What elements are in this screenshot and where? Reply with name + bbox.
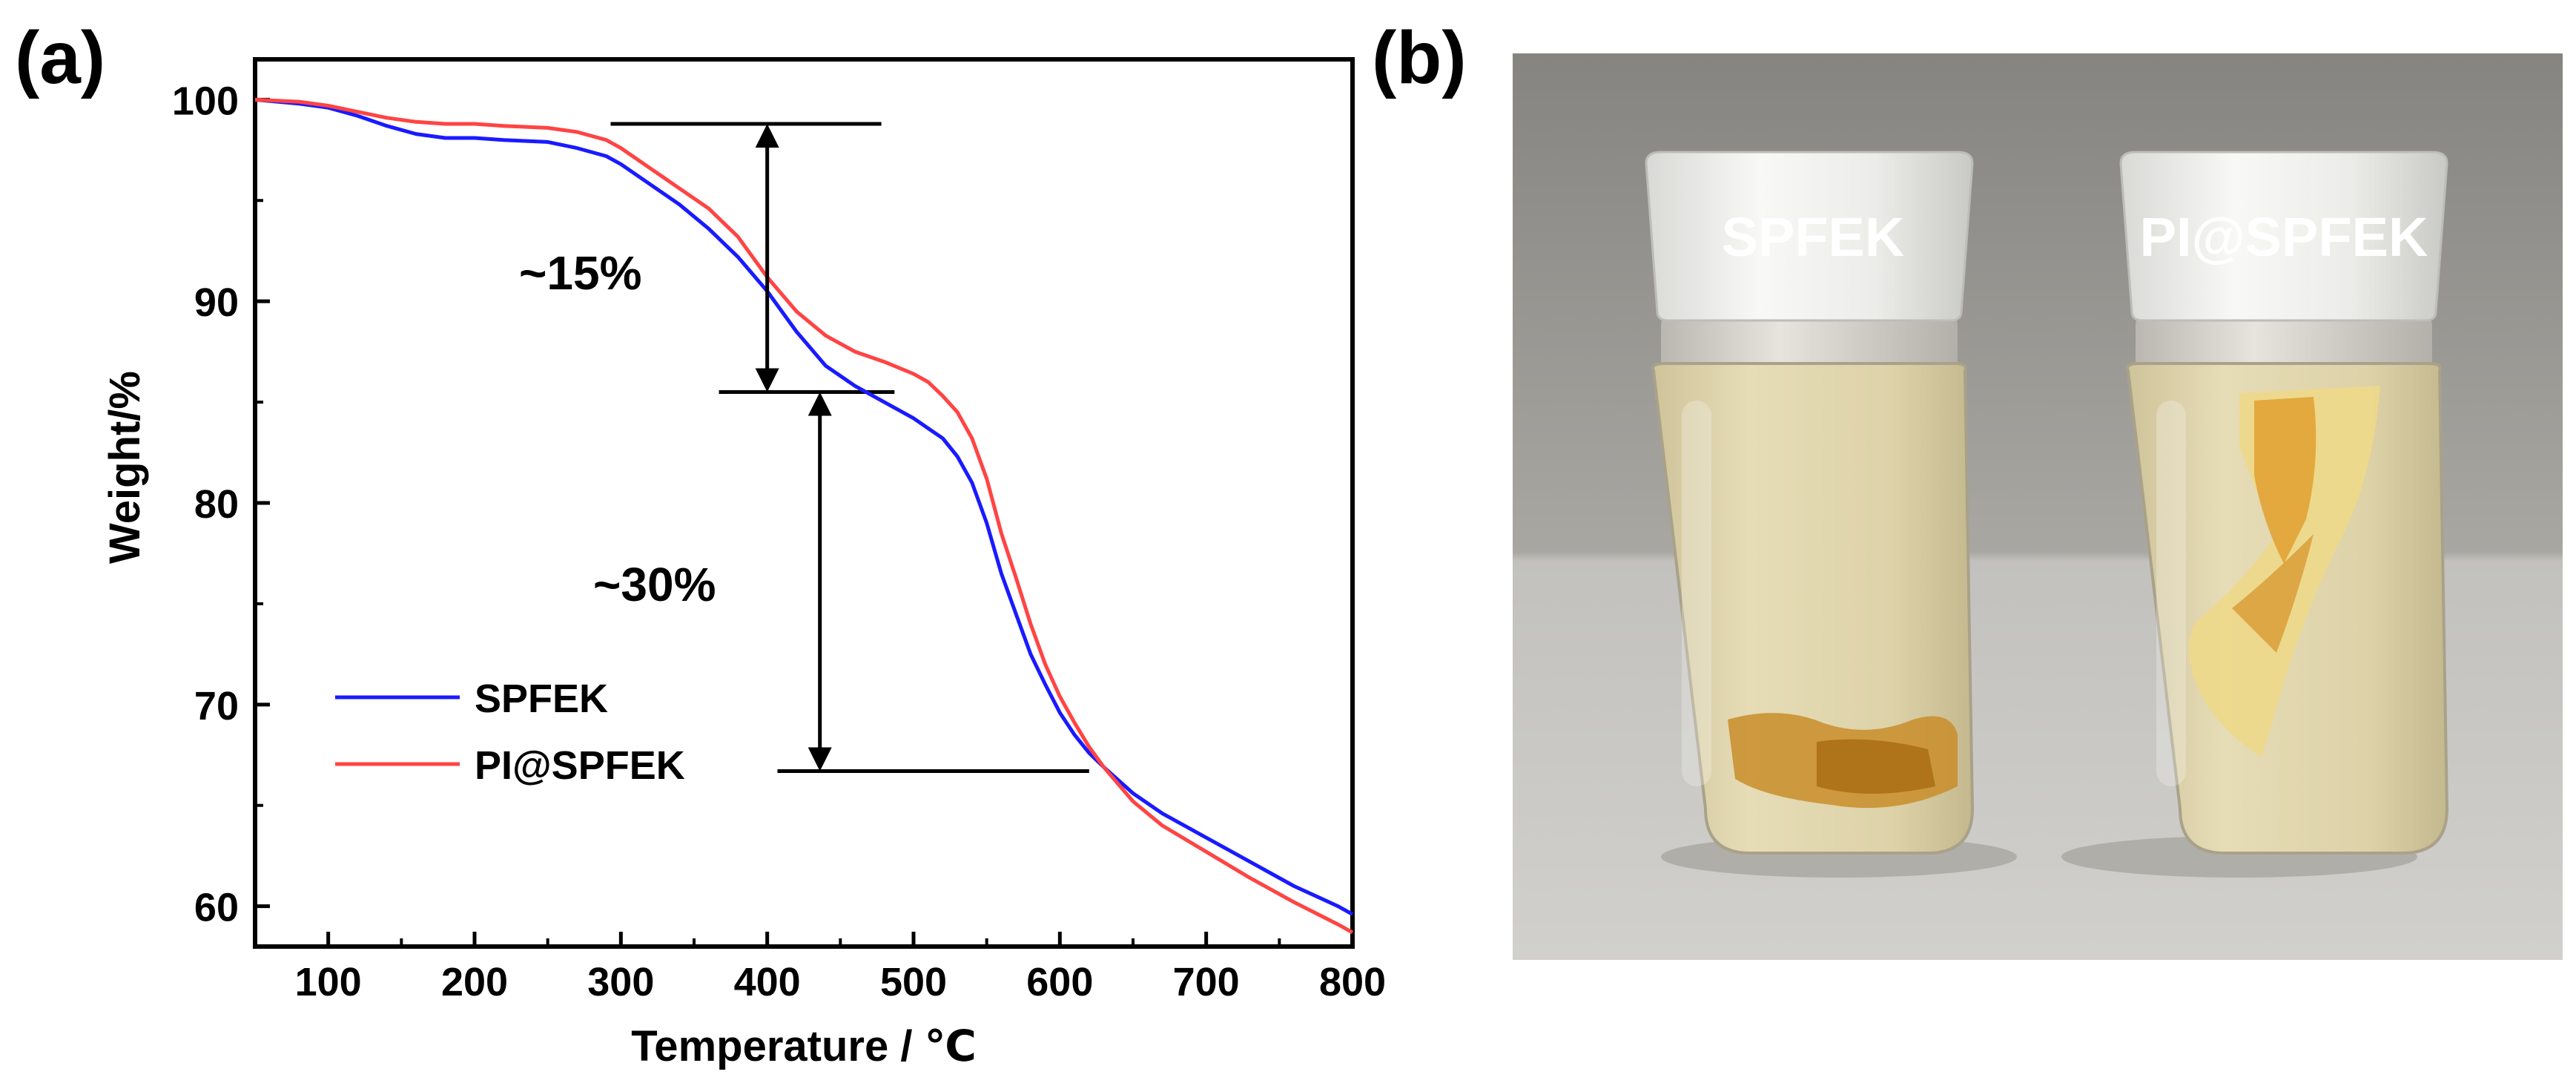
sample-residue-dark (1817, 739, 1935, 794)
vial-highlight (2156, 401, 2186, 786)
x-tick-label: 400 (734, 960, 801, 1004)
vial-highlight (1682, 401, 1711, 786)
vial-cap (1645, 151, 1974, 322)
x-tick-label: 200 (441, 960, 508, 1004)
pi-spfek-film-orange (2254, 397, 2316, 564)
arrow-head-down (808, 747, 832, 771)
series-line-pi-spfek (254, 97, 1354, 935)
x-axis-ticks: 100 200 300 400 500 600 700 800 (295, 932, 1386, 1004)
y-tick-label: 70 (194, 684, 239, 728)
x-tick-label: 600 (1026, 960, 1093, 1004)
vial-spfek: SPFEK (1645, 151, 2017, 878)
x-axis-label: Temperature / ℃ (631, 1022, 977, 1070)
annotation-30-percent: ~30% (593, 558, 716, 611)
plot-frame (253, 57, 1355, 949)
reference-lines (610, 122, 1089, 774)
annotation-15-percent: ~15% (519, 246, 641, 300)
vial-cap (2119, 151, 2448, 322)
series-line-spfek (254, 97, 1354, 916)
panel-b-label: (b) (1372, 16, 1467, 99)
x-tick-label: 100 (295, 960, 362, 1004)
y-tick-label: 100 (172, 79, 239, 123)
tga-chart: 60 70 80 90 100 100 200 300 400 500 600 700 800 Tem… (101, 57, 1386, 1070)
x-tick-label: 700 (1173, 960, 1240, 1004)
pi-spfek-film-fold (2232, 534, 2314, 653)
x-tick-label: 800 (1319, 960, 1386, 1004)
vial-label-spfek: SPFEK (1722, 206, 1905, 268)
panel-a-label: (a) (15, 16, 105, 99)
legend-label-pi-spfek: PI@SPFEK (475, 743, 685, 788)
arrow-head-down (755, 368, 779, 392)
vial-label-pi-spfek: PI@SPFEK (2140, 206, 2428, 268)
y-tick-label: 60 (194, 886, 239, 930)
arrow-head-up (808, 392, 832, 416)
arrow-head-up (755, 123, 779, 148)
legend: SPFEK PI@SPFEK (335, 677, 685, 788)
series-lines (254, 97, 1354, 935)
vials-photo: SPFEK PI@SPFEK (1513, 53, 2563, 960)
y-tick-label: 80 (194, 482, 239, 527)
y-axis-ticks: 60 70 80 90 100 (172, 79, 270, 930)
y-tick-label: 90 (194, 280, 239, 325)
x-tick-label: 500 (880, 960, 947, 1004)
x-tick-label: 300 (587, 960, 654, 1004)
annotation-arrows (755, 123, 832, 771)
vial-pi-spfek: PI@SPFEK (2061, 151, 2449, 878)
legend-label-spfek: SPFEK (475, 677, 608, 721)
y-axis-label: Weight/% (101, 371, 149, 564)
